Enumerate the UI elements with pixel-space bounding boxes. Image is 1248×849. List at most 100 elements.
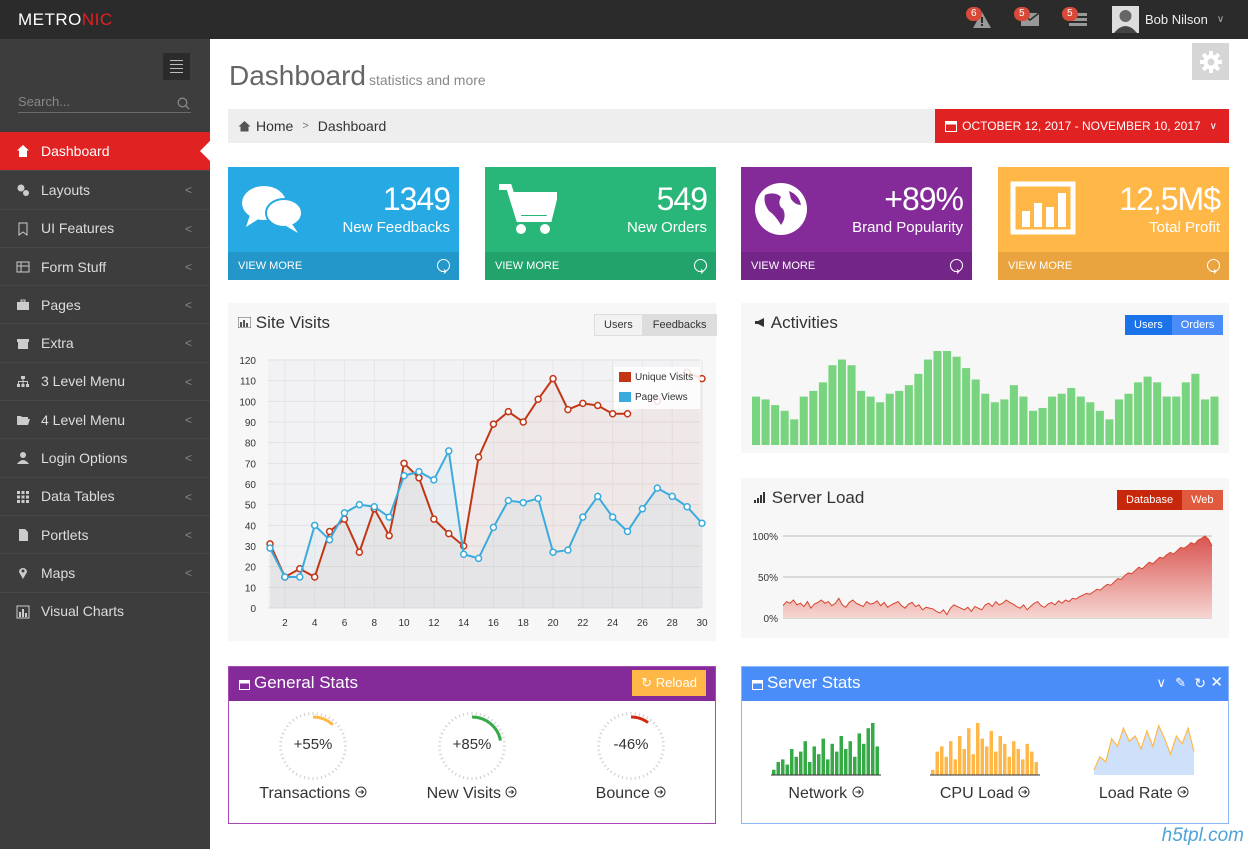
sidebar-search[interactable]: Search... [18,91,191,113]
tab-users[interactable]: Users [594,314,643,336]
calendar-icon [239,680,250,690]
search-input[interactable]: Search... [18,94,71,109]
arrow-circle-right-icon [355,785,367,802]
x-tick-label: 28 [667,618,679,629]
y-tick-label: 50 [245,501,257,512]
x-tick-label: 24 [607,618,619,629]
tab-database[interactable]: Database [1117,490,1183,510]
server-load-chart: 0% 50% 100% [752,532,1213,625]
tile-value: +89% [884,181,964,217]
view-more-link[interactable]: VIEW MORE [228,252,459,280]
data-point [534,494,542,503]
data-point [519,418,527,426]
search-icon[interactable] [177,95,190,117]
arrow-circle-right-icon [1177,785,1189,802]
tab-activities-users[interactable]: Users [1125,315,1172,335]
sidebar-item-3-level-menu[interactable]: 3 Level Menu < [0,361,210,400]
sidebar-item-form-stuff[interactable]: Form Stuff < [0,246,210,285]
chevron-down-icon: ∨ [1209,120,1217,132]
tab-web[interactable]: Web [1182,490,1223,510]
sidebar-item-portlets[interactable]: Portlets < [0,514,210,553]
breadcrumb-home[interactable]: Home [256,118,294,134]
spark-bar [980,738,984,775]
y-tick-label: 60 [245,480,257,491]
user-name: Bob Nilson [1145,12,1208,27]
gauge-link-new-visits[interactable]: New Visits [402,785,542,803]
activity-bar [904,385,913,445]
bullhorn-icon [755,318,764,327]
sidebar-item-data-tables[interactable]: Data Tables < [0,476,210,515]
sidebar-item-maps[interactable]: Maps < [0,553,210,591]
arrow-circle-right-icon [852,785,864,802]
spark-bar [826,759,830,775]
spark-bar [857,733,861,775]
data-point [325,527,334,536]
server-stats-box: Server Stats ∨ ✎ ↻ ✕ Network CPU Load Lo… [741,666,1229,824]
gauge-link-transactions[interactable]: Transactions [243,785,383,803]
view-more-link[interactable]: VIEW MORE [485,252,716,280]
tile-profit[interactable]: 12,5M$ Total Profit VIEW MORE [998,167,1229,280]
theme-settings-button[interactable] [1192,43,1229,80]
server-stat-link-network[interactable]: Network [756,785,896,803]
tasks-button[interactable]: 5 [1062,7,1090,29]
activity-bar [971,379,980,445]
sidebar-item-4-level-menu[interactable]: 4 Level Menu < [0,400,210,438]
close-icon[interactable]: ✕ [1210,674,1223,691]
reload-button[interactable]: ↻ Reload [632,670,706,696]
activity-bar [1143,376,1152,445]
spark-bar [931,769,935,775]
date-range-picker[interactable]: OCTOBER 12, 2017 - NOVEMBER 10, 2017 ∨ [935,109,1229,143]
spark-bar [835,751,839,775]
sidebar-toggler[interactable] [163,53,190,80]
spark-bar [812,746,816,775]
x-tick-label: 4 [312,618,318,629]
tile-label: New Orders [626,219,707,236]
data-point [489,523,498,532]
sitemap-icon [16,375,30,389]
spark-bar [953,759,957,775]
gauge-link-bounce[interactable]: Bounce [561,785,701,803]
spark-bar [1025,743,1029,775]
server-load-title: Server Load [754,488,864,508]
spark-bar [839,736,843,775]
logo[interactable]: METRONIC [18,10,113,29]
server-stat-link-cpu-load[interactable]: CPU Load [915,785,1055,803]
general-stats-header: General Stats ↻ Reload [229,667,715,701]
sidebar-item-dashboard[interactable]: Dashboard [0,132,210,171]
collapse-icon[interactable]: ∨ [1156,675,1166,690]
tile-orders[interactable]: 549 New Orders VIEW MORE [485,167,716,280]
activity-bar [828,365,837,445]
y-tick-label: 50% [758,573,778,584]
activity-bar [962,368,971,445]
config-icon[interactable]: ✎ [1175,675,1186,690]
tile-feedbacks[interactable]: 1349 New Feedbacks VIEW MORE [228,167,459,280]
sidebar-item-login-options[interactable]: Login Options < [0,438,210,476]
chevron-left-icon: < [184,451,192,466]
arrow-circle-right-icon [950,259,963,274]
sidebar-item-ui-features[interactable]: UI Features < [0,208,210,247]
x-tick-label: 18 [518,618,530,629]
view-more-link[interactable]: VIEW MORE [741,252,972,280]
spark-bar [994,751,998,775]
server-stat-link-load-rate[interactable]: Load Rate [1074,785,1214,803]
sidebar-item-pages[interactable]: Pages < [0,285,210,323]
spark-bar [781,759,785,775]
sidebar-item-extra[interactable]: Extra < [0,323,210,361]
user-menu[interactable]: Bob Nilson ∨ [1112,6,1224,33]
breadcrumb-current: Dashboard [317,118,387,134]
inbox-button[interactable]: 5 [1014,7,1042,29]
inbox-badge: 5 [1014,7,1030,21]
activity-bar [1095,410,1104,445]
refresh-icon[interactable]: ↻ [1194,675,1206,691]
notifications-button[interactable]: 6 [966,7,994,29]
tile-popularity[interactable]: +89% Brand Popularity VIEW MORE [741,167,972,280]
series-area-unique-visits [270,372,702,608]
tab-feedbacks[interactable]: Feedbacks [642,314,717,336]
tab-activities-orders[interactable]: Orders [1171,315,1224,335]
activity-bar [1181,382,1190,445]
tile-label: New Feedbacks [342,219,450,236]
data-point [608,409,617,418]
view-more-link[interactable]: VIEW MORE [998,252,1229,280]
sidebar-item-layouts[interactable]: Layouts < [0,170,210,208]
sidebar-item-visual-charts[interactable]: Visual Charts [0,591,210,630]
